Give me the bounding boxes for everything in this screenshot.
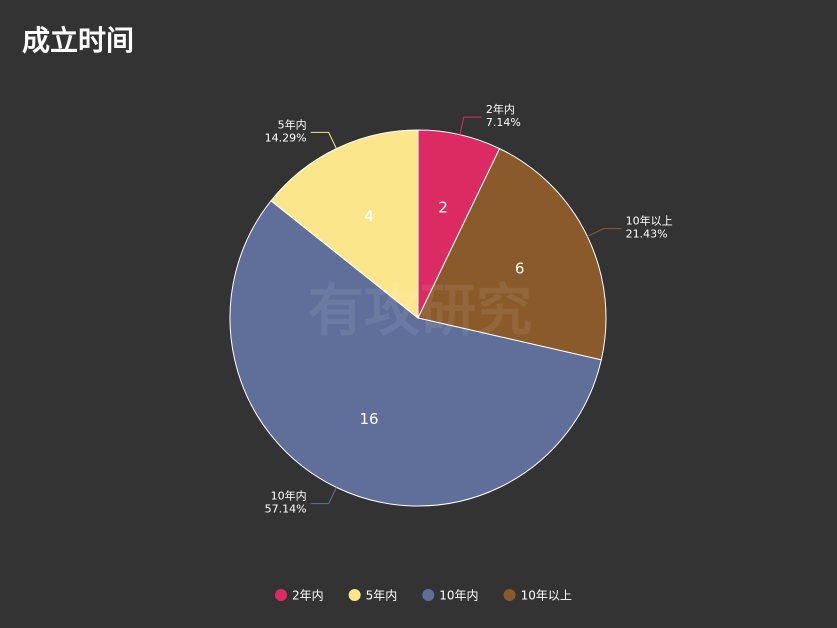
slice-value-label: 2: [438, 199, 448, 217]
slice-value-label: 6: [515, 260, 525, 278]
slice-name-label: 10年内: [271, 489, 307, 503]
label-leader: [459, 116, 482, 135]
slice-percent-label: 57.14%: [265, 503, 307, 516]
label-leader: [310, 131, 337, 149]
legend-label: 2年内: [292, 589, 324, 603]
slice-value-label: 16: [360, 410, 379, 428]
watermark: 有攻研究: [308, 279, 532, 344]
pie-slice: [417, 147, 607, 361]
legend-marker: [422, 589, 435, 601]
legend-label: 10年内: [439, 589, 478, 603]
slice-name-label: 10年以上: [626, 214, 673, 228]
slice-percent-label: 14.29%: [265, 131, 307, 144]
slice-name-label: 5年内: [278, 117, 307, 131]
pie: [229, 129, 607, 507]
slice-percent-label: 7.14%: [486, 116, 521, 129]
pie-slice: [270, 129, 419, 320]
chart-title: 成立时间: [22, 24, 134, 57]
slice-percent-label: 21.43%: [626, 228, 668, 241]
legend-marker: [275, 589, 287, 601]
legend-marker: [503, 589, 516, 601]
label-leader: [310, 487, 337, 505]
legend-label: 5年内: [366, 589, 398, 603]
label-leader: [587, 228, 622, 237]
legend-label: 10年以上: [521, 589, 572, 603]
slice-value-label: 4: [364, 207, 374, 225]
slice-name-label: 2年内: [486, 102, 515, 116]
legend-marker: [348, 589, 361, 601]
